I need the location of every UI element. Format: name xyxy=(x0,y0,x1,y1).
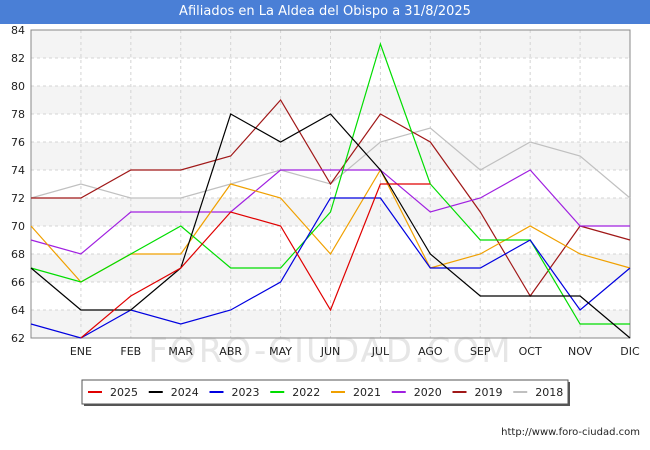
series-line-2024 xyxy=(30,113,631,339)
x-tick-label: JUN xyxy=(320,345,341,358)
y-tick-label: 64 xyxy=(11,304,25,317)
legend-label-2018: 2018 xyxy=(535,386,563,399)
x-tick-label: NOV xyxy=(568,345,593,358)
x-tick-label: DIC xyxy=(620,345,640,358)
legend-box xyxy=(81,379,569,405)
legend-label-2019: 2019 xyxy=(475,386,503,399)
y-tick-label: 68 xyxy=(11,248,25,261)
legend-label-2021: 2021 xyxy=(353,386,381,399)
y-tick-label: 78 xyxy=(11,108,25,121)
x-tick-label: MAR xyxy=(168,345,193,358)
y-tick-label: 72 xyxy=(11,192,25,205)
y-tick-label: 80 xyxy=(11,80,25,93)
chart-title: Afiliados en La Aldea del Obispo a 31/8/… xyxy=(0,0,650,24)
legend-label-2023: 2023 xyxy=(232,386,260,399)
x-tick-label: ABR xyxy=(219,345,242,358)
x-tick-label: MAY xyxy=(269,345,292,358)
series-line-2020 xyxy=(30,169,630,255)
legend-label-2022: 2022 xyxy=(292,386,320,399)
y-tick-label: 70 xyxy=(11,220,25,233)
legend-label-2024: 2024 xyxy=(171,386,199,399)
y-tick-label: 66 xyxy=(11,276,25,289)
y-tick-label: 62 xyxy=(11,332,25,345)
x-tick-label: ENE xyxy=(70,345,92,358)
x-tick-label: SEP xyxy=(470,345,491,358)
x-tick-label: AGO xyxy=(418,345,443,358)
series-line-2025 xyxy=(80,183,431,339)
footer-url[interactable]: http://www.foro-ciudad.com xyxy=(501,427,640,438)
plot-border xyxy=(30,29,631,339)
x-tick-label: JUL xyxy=(371,345,390,358)
legend-label-2025: 2025 xyxy=(110,386,138,399)
legend-label-2020: 2020 xyxy=(414,386,442,399)
y-tick-label: 76 xyxy=(11,136,25,149)
y-tick-label: 82 xyxy=(11,52,25,65)
x-tick-label: OCT xyxy=(519,345,542,358)
x-tick-label: FEB xyxy=(120,345,141,358)
y-tick-label: 84 xyxy=(11,24,25,37)
y-tick-label: 74 xyxy=(11,164,25,177)
